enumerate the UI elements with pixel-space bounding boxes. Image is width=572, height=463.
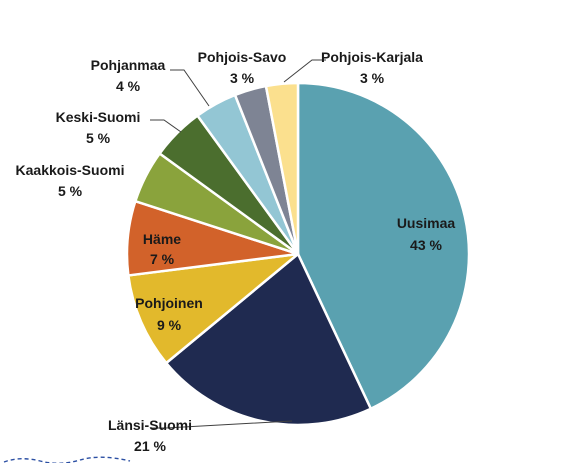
- slice-category-label: Pohjanmaa: [91, 57, 166, 73]
- slice-value-label: 4 %: [116, 78, 141, 94]
- slice-category-label: Häme: [143, 231, 181, 247]
- slice-value-label: 7 %: [150, 251, 175, 267]
- cropped-footer-text: [0, 452, 150, 463]
- slice-category-label: Pohjois-Karjala: [321, 49, 423, 65]
- leader-line: [152, 420, 293, 429]
- data-labels: Uusimaa 43 % Länsi-Suomi 21 % Pohjoinen 9 % Hä…: [16, 49, 456, 454]
- pie-slice-uusimaa: [296, 81, 471, 410]
- slice-value-label: 9 %: [157, 317, 182, 333]
- pie-slices: [125, 81, 471, 427]
- slice-category-label: Uusimaa: [397, 215, 456, 231]
- slice-category-label: Pohjoinen: [135, 295, 203, 311]
- slice-value-label: 3 %: [360, 70, 385, 86]
- slice-value-label: 5 %: [58, 183, 83, 199]
- slice-value-label: 43 %: [410, 237, 442, 253]
- leader-line: [150, 119, 182, 133]
- slice-category-label: Länsi-Suomi: [108, 417, 192, 433]
- leader-lines: [150, 59, 326, 429]
- slice-value-label: 5 %: [86, 130, 111, 146]
- slice-value-label: 3 %: [230, 70, 255, 86]
- slice-value-label: 21 %: [134, 438, 166, 454]
- slice-category-label: Pohjois-Savo: [198, 49, 287, 65]
- pie-slice-pohjois-karjala: [264, 81, 300, 256]
- leader-line: [170, 69, 210, 107]
- slice-category-label: Keski-Suomi: [56, 109, 141, 125]
- slice-category-label: Kaakkois-Suomi: [16, 162, 125, 178]
- leader-line: [283, 59, 326, 83]
- pie-slice-l-nsi-suomi: [164, 252, 373, 427]
- pie-slice-pohjoinen: [127, 252, 300, 365]
